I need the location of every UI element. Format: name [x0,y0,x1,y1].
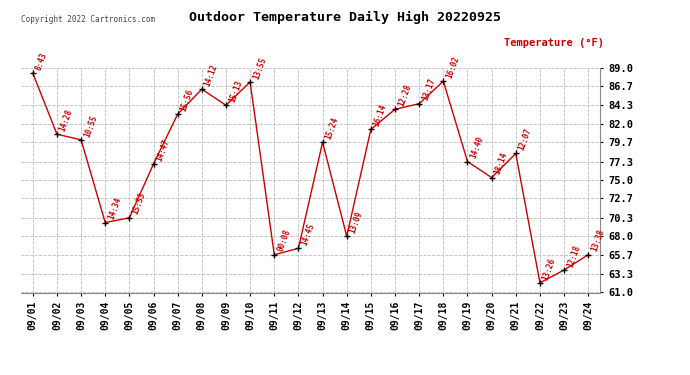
Text: 15:24: 15:24 [324,116,340,141]
Text: Temperature (°F): Temperature (°F) [504,38,604,48]
Text: 13:17: 13:17 [420,77,437,102]
Text: 15:13: 15:13 [227,79,244,104]
Text: 16:14: 16:14 [372,103,388,128]
Text: 14:40: 14:40 [469,135,485,160]
Text: 14:34: 14:34 [106,196,123,221]
Text: Copyright 2022 Cartronics.com: Copyright 2022 Cartronics.com [21,15,155,24]
Text: 15:53: 15:53 [130,191,147,216]
Text: 16:02: 16:02 [444,55,461,80]
Text: 10:55: 10:55 [82,113,99,138]
Text: 12:07: 12:07 [517,127,533,152]
Text: 15:56: 15:56 [179,88,195,112]
Text: Outdoor Temperature Daily High 20220925: Outdoor Temperature Daily High 20220925 [189,11,501,24]
Text: 00:08: 00:08 [275,228,292,253]
Text: 13:55: 13:55 [251,56,268,80]
Text: 13:09: 13:09 [348,210,364,235]
Text: 12:18: 12:18 [565,244,582,268]
Text: 13:26: 13:26 [541,256,558,281]
Text: 13:38: 13:38 [589,228,606,253]
Text: 14:47: 14:47 [155,138,171,162]
Text: 14:12: 14:12 [203,63,219,88]
Text: 14:45: 14:45 [299,222,316,247]
Text: 12:28: 12:28 [396,83,413,108]
Text: 8:43: 8:43 [34,51,49,72]
Text: 14:28: 14:28 [58,108,75,133]
Text: 18:14: 18:14 [493,151,509,176]
